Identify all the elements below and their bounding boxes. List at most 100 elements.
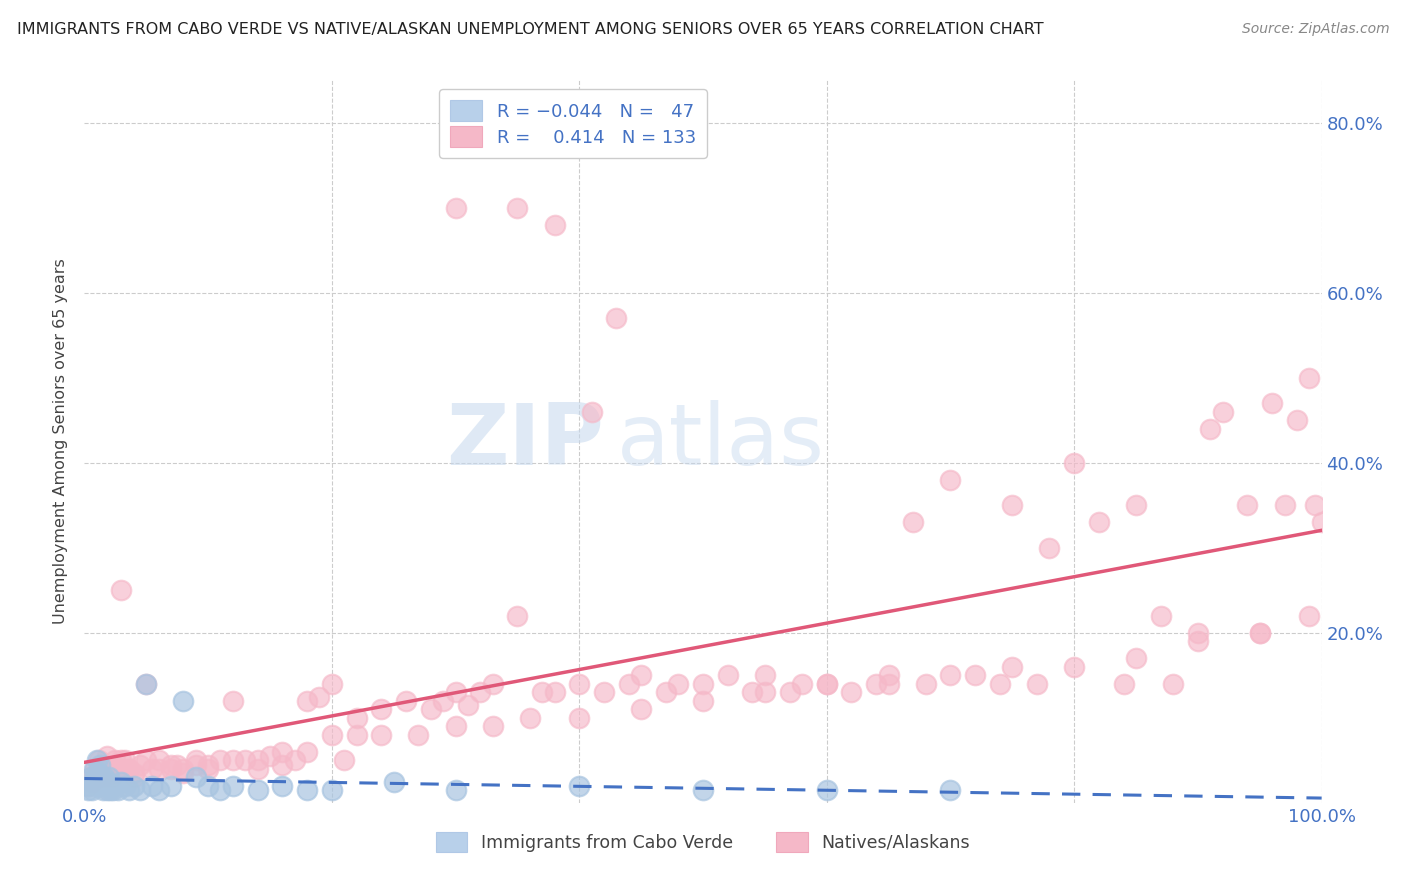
Point <box>98 762 121 776</box>
Point <box>114 753 136 767</box>
Point <box>692 694 714 708</box>
Point <box>630 668 652 682</box>
Point <box>543 218 565 232</box>
Point <box>246 753 269 767</box>
Point <box>141 762 163 776</box>
Point <box>470 685 492 699</box>
Point <box>91 783 114 797</box>
Point <box>80 783 103 797</box>
Point <box>86 753 108 767</box>
Point <box>321 728 343 742</box>
Point <box>1199 422 1222 436</box>
Point <box>129 783 152 797</box>
Point <box>84 762 107 776</box>
Point <box>1125 498 1147 512</box>
Point <box>166 757 188 772</box>
Point <box>1298 608 1320 623</box>
Point <box>568 711 591 725</box>
Point <box>83 762 105 776</box>
Point <box>295 694 318 708</box>
Point <box>815 677 838 691</box>
Point <box>114 779 136 793</box>
Point <box>197 779 219 793</box>
Point <box>87 779 110 793</box>
Point <box>82 774 104 789</box>
Point <box>172 766 194 780</box>
Point <box>568 779 591 793</box>
Point <box>222 753 245 767</box>
Point <box>666 677 689 691</box>
Point <box>1236 498 1258 512</box>
Point <box>104 779 127 793</box>
Point <box>271 757 294 772</box>
Point <box>408 728 430 742</box>
Point <box>77 779 100 793</box>
Point <box>1063 456 1085 470</box>
Point <box>1249 625 1271 640</box>
Point <box>1038 541 1060 555</box>
Point <box>444 719 467 733</box>
Legend: Immigrants from Cabo Verde, Natives/Alaskans: Immigrants from Cabo Verde, Natives/Alas… <box>429 825 977 859</box>
Point <box>98 783 121 797</box>
Point <box>1125 651 1147 665</box>
Point <box>79 779 101 793</box>
Point <box>370 728 392 742</box>
Text: IMMIGRANTS FROM CABO VERDE VS NATIVE/ALASKAN UNEMPLOYMENT AMONG SENIORS OVER 65 : IMMIGRANTS FROM CABO VERDE VS NATIVE/ALA… <box>17 22 1043 37</box>
Point <box>89 753 111 767</box>
Point <box>172 762 194 776</box>
Point <box>1112 677 1135 691</box>
Point <box>717 668 740 682</box>
Point <box>1161 677 1184 691</box>
Point <box>197 762 219 776</box>
Point <box>122 770 145 784</box>
Point <box>86 770 108 784</box>
Point <box>79 770 101 784</box>
Point <box>939 473 962 487</box>
Text: Source: ZipAtlas.com: Source: ZipAtlas.com <box>1241 22 1389 37</box>
Point <box>96 783 118 797</box>
Point <box>110 583 132 598</box>
Point <box>346 728 368 742</box>
Point <box>481 719 503 733</box>
Point <box>160 762 183 776</box>
Point <box>209 753 232 767</box>
Point <box>321 677 343 691</box>
Point <box>118 783 141 797</box>
Point <box>246 762 269 776</box>
Point <box>790 677 813 691</box>
Point <box>1305 498 1327 512</box>
Point <box>581 405 603 419</box>
Point <box>104 753 127 767</box>
Point <box>222 694 245 708</box>
Point <box>617 677 640 691</box>
Point <box>259 749 281 764</box>
Point <box>135 677 157 691</box>
Point <box>593 685 616 699</box>
Point <box>222 779 245 793</box>
Point <box>129 757 152 772</box>
Point <box>382 774 405 789</box>
Point <box>506 201 529 215</box>
Point <box>148 753 170 767</box>
Point <box>110 774 132 789</box>
Point <box>939 783 962 797</box>
Point <box>321 783 343 797</box>
Point <box>1088 516 1111 530</box>
Point <box>506 608 529 623</box>
Point <box>1187 634 1209 648</box>
Point <box>815 677 838 691</box>
Point <box>90 774 112 789</box>
Point <box>141 779 163 793</box>
Point <box>444 685 467 699</box>
Point <box>82 774 104 789</box>
Point <box>655 685 678 699</box>
Point <box>877 677 900 691</box>
Point <box>93 770 115 784</box>
Point <box>84 770 107 784</box>
Point <box>531 685 554 699</box>
Point <box>1310 516 1333 530</box>
Point <box>91 766 114 780</box>
Point <box>1187 625 1209 640</box>
Point <box>444 201 467 215</box>
Point <box>184 753 207 767</box>
